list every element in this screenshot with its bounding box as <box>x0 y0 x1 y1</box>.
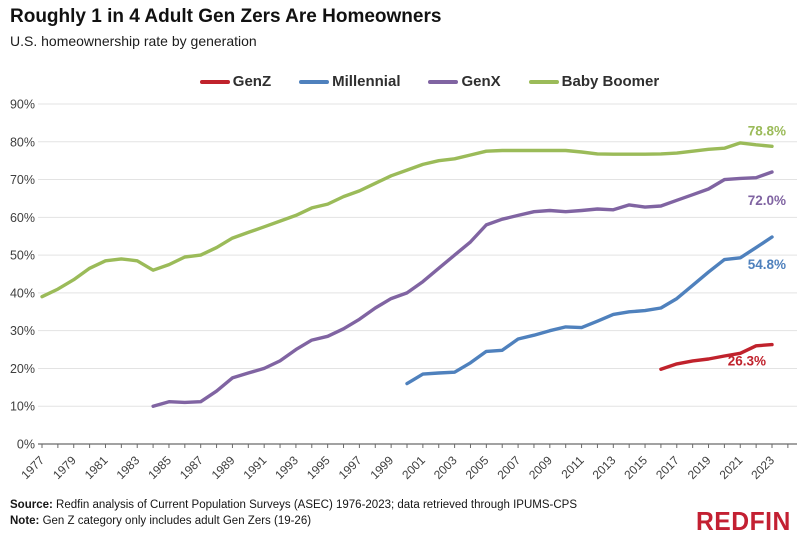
note-line: Note: Gen Z category only includes adult… <box>10 513 577 529</box>
x-axis-tick-label: 1997 <box>336 453 365 482</box>
x-axis-tick-label: 1981 <box>82 453 111 482</box>
legend-label-genz: GenZ <box>232 73 272 90</box>
x-axis-tick-label: 1991 <box>241 453 270 482</box>
x-axis-tick-label: 1993 <box>272 453 301 482</box>
x-axis-tick-label: 2009 <box>526 453 555 482</box>
legend-item-genx: GenX <box>428 73 501 90</box>
x-axis-tick-label: 2021 <box>717 453 746 482</box>
note-text: Gen Z category only includes adult Gen Z… <box>42 515 312 528</box>
x-axis-tick-label: 2015 <box>621 453 650 482</box>
chart-title: Roughly 1 in 4 Adult Gen Zers Are Homeow… <box>10 6 442 27</box>
x-axis-tick-label: 1999 <box>367 453 396 482</box>
y-axis-tick-label: 20% <box>10 362 35 376</box>
legend-item-baby-boomer: Baby Boomer <box>528 73 660 90</box>
x-axis-tick-label: 2003 <box>431 453 460 482</box>
x-axis-tick-label: 1985 <box>145 453 174 482</box>
line-chart: 0%10%20%30%40%50%60%70%80%90%1977 1979 198… <box>10 98 797 482</box>
legend-label-millennial: Millennial <box>332 73 401 90</box>
source-line: Source: Redfin analysis of Current Popul… <box>10 497 577 513</box>
x-axis-tick-label: 1979 <box>50 453 79 482</box>
series-end-label-genx: 72.0% <box>748 193 786 208</box>
y-axis-tick-label: 10% <box>10 400 35 414</box>
chart-header: Roughly 1 in 4 Adult Gen Zers Are Homeow… <box>10 6 441 49</box>
series-end-label-baby-boomer: 78.8% <box>748 123 786 138</box>
y-axis-tick-label: 60% <box>10 211 35 225</box>
x-axis-tick-label: 1983 <box>114 453 143 482</box>
source-text: Redfin analysis of Current Population Su… <box>56 499 577 511</box>
y-axis-tick-label: 0% <box>17 438 35 452</box>
legend-swatch-genz <box>199 79 230 84</box>
series-line-baby-boomer <box>40 141 774 299</box>
x-axis-tick-label: 2023 <box>748 453 777 482</box>
chart-subtitle: U.S. homeownership rate by generation <box>10 32 257 49</box>
legend-label-genx: GenX <box>461 73 501 90</box>
series-line-genz <box>659 342 774 371</box>
x-axis-tick-label: 2011 <box>559 453 587 481</box>
legend-swatch-baby-boomer <box>528 79 559 84</box>
x-axis-tick-label: 1977 <box>18 453 47 482</box>
x-axis-tick-label: 2017 <box>653 453 682 482</box>
source-label: Source: <box>10 499 53 511</box>
x-axis-tick-label: 2013 <box>590 453 619 482</box>
x-axis-tick-label: 2019 <box>685 453 714 482</box>
redfin-logo: REDFIN <box>696 506 791 536</box>
y-axis-tick-label: 80% <box>10 135 35 149</box>
series-end-label-millennial: 54.8% <box>748 257 786 272</box>
chart-legend: GenZ Millennial GenX Baby Boomer <box>26 73 807 90</box>
x-axis-tick-label: 1995 <box>304 453 333 482</box>
y-axis-tick-label: 30% <box>10 324 35 338</box>
y-axis-tick-label: 50% <box>10 249 35 263</box>
y-axis-tick-label: 40% <box>10 286 35 300</box>
x-axis-tick-label: 2005 <box>463 453 492 482</box>
legend-item-genz: GenZ <box>199 73 272 90</box>
series-line-millennial <box>405 235 774 386</box>
x-axis-tick-label: 2001 <box>399 453 428 482</box>
legend-swatch-millennial <box>299 79 330 84</box>
x-axis-tick-label: 1989 <box>209 453 238 482</box>
legend-item-millennial: Millennial <box>299 73 400 90</box>
x-axis-tick-label: 2007 <box>494 453 523 482</box>
note-label: Note: <box>10 515 40 528</box>
y-axis-tick-label: 90% <box>10 98 35 112</box>
legend-swatch-genx <box>428 79 459 84</box>
y-axis-tick-label: 70% <box>10 173 35 187</box>
legend-label-baby-boomer: Baby Boomer <box>561 73 660 90</box>
chart-footnotes: Source: Redfin analysis of Current Popul… <box>10 497 577 529</box>
series-end-label-genz: 26.3% <box>728 354 766 369</box>
series-line-genx <box>151 170 774 408</box>
x-axis-tick-label: 1987 <box>177 453 206 482</box>
